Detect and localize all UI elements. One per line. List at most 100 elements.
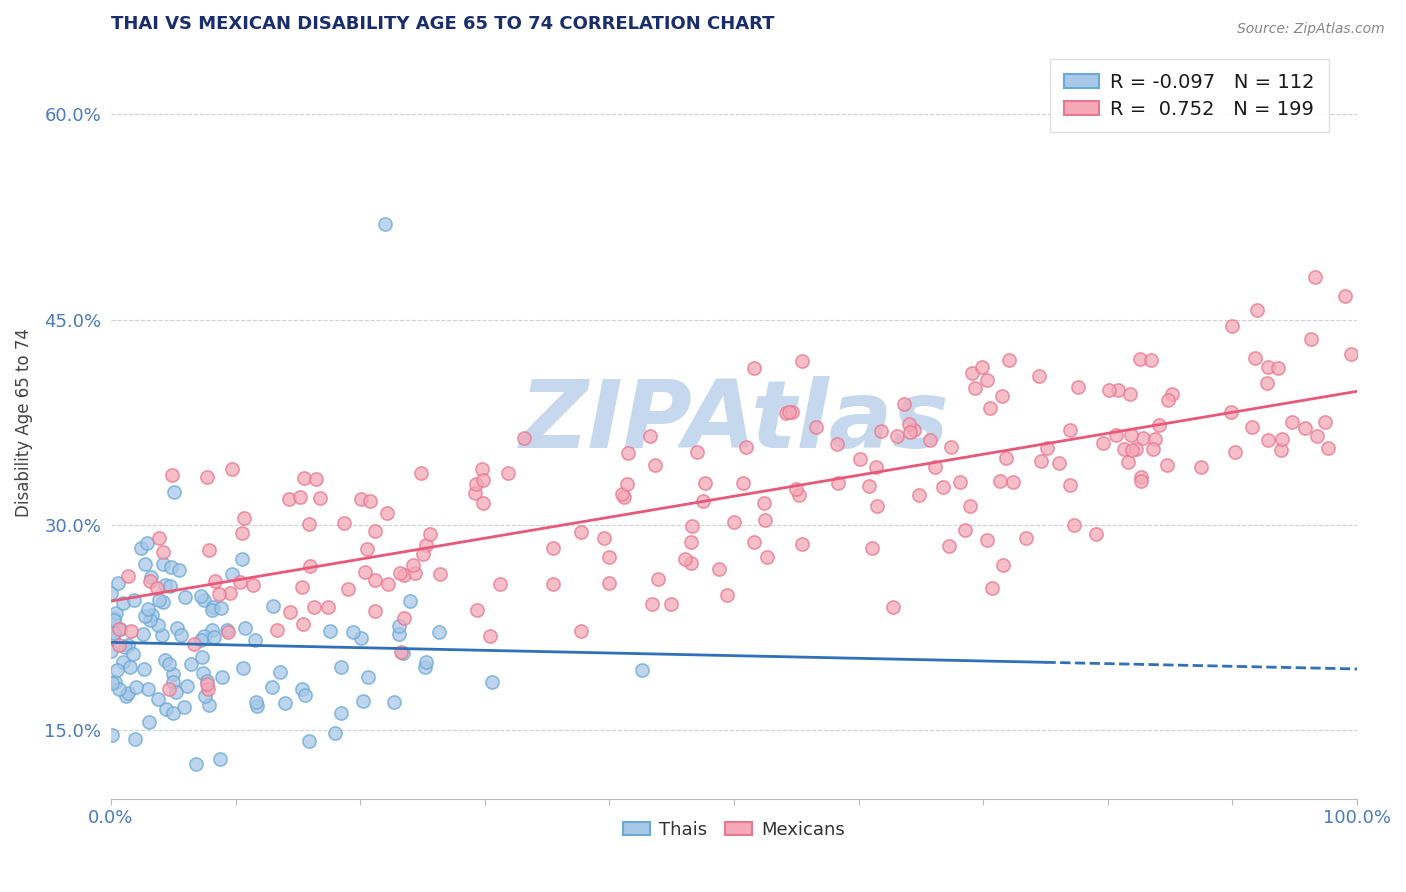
- Point: [202, 600, 225, 615]
- Point: [489, 577, 512, 591]
- Point: [1301, 332, 1323, 346]
- Point: [412, 547, 434, 561]
- Point: [997, 353, 1019, 368]
- Point: [208, 587, 231, 601]
- Point: [146, 617, 169, 632]
- Point: [262, 599, 284, 614]
- Point: [481, 675, 503, 690]
- Point: [195, 677, 218, 691]
- Point: [120, 660, 142, 674]
- Point: [616, 476, 638, 491]
- Point: [735, 440, 758, 454]
- Point: [152, 557, 174, 571]
- Point: [176, 679, 198, 693]
- Point: [291, 682, 314, 697]
- Point: [291, 617, 314, 632]
- Point: [350, 491, 373, 506]
- Point: [415, 538, 437, 552]
- Point: [231, 552, 253, 566]
- Point: [731, 476, 754, 491]
- Point: [541, 577, 564, 591]
- Point: [191, 665, 214, 680]
- Point: [193, 593, 215, 607]
- Point: [298, 733, 321, 747]
- Point: [114, 689, 136, 703]
- Point: [882, 600, 904, 615]
- Point: [1084, 527, 1107, 541]
- Point: [139, 613, 162, 627]
- Point: [1256, 376, 1278, 390]
- Point: [388, 566, 411, 580]
- Point: [193, 628, 215, 642]
- Point: [1097, 383, 1119, 397]
- Point: [125, 680, 148, 694]
- Point: [195, 470, 218, 484]
- Point: [965, 381, 987, 395]
- Point: [153, 653, 176, 667]
- Point: [681, 519, 703, 533]
- Point: [165, 684, 187, 698]
- Point: [316, 599, 339, 614]
- Point: [1107, 383, 1129, 397]
- Point: [245, 695, 267, 709]
- Point: [117, 638, 139, 652]
- Point: [167, 563, 190, 577]
- Point: [108, 622, 131, 636]
- Point: [201, 624, 224, 638]
- Point: [138, 715, 160, 730]
- Point: [243, 633, 266, 648]
- Point: [1223, 445, 1246, 459]
- Point: [465, 603, 488, 617]
- Point: [330, 660, 353, 674]
- Point: [100, 585, 122, 599]
- Point: [995, 450, 1018, 465]
- Point: [1257, 359, 1279, 374]
- Point: [970, 359, 993, 374]
- Point: [356, 542, 378, 557]
- Text: THAI VS MEXICAN DISABILITY AGE 65 TO 74 CORRELATION CHART: THAI VS MEXICAN DISABILITY AGE 65 TO 74 …: [111, 15, 775, 33]
- Point: [638, 429, 661, 443]
- Point: [1121, 428, 1143, 442]
- Point: [464, 486, 486, 500]
- Point: [124, 731, 146, 746]
- Point: [1313, 415, 1336, 429]
- Point: [392, 568, 415, 582]
- Point: [679, 556, 702, 570]
- Point: [1240, 420, 1263, 434]
- Point: [1281, 415, 1303, 429]
- Point: [932, 480, 955, 494]
- Point: [1156, 458, 1178, 472]
- Point: [389, 645, 412, 659]
- Point: [211, 670, 233, 684]
- Point: [1316, 441, 1339, 455]
- Point: [375, 506, 398, 520]
- Point: [744, 360, 766, 375]
- Point: [197, 682, 219, 697]
- Point: [631, 663, 654, 677]
- Point: [325, 725, 347, 739]
- Point: [498, 466, 520, 480]
- Point: [1270, 443, 1292, 458]
- Point: [513, 431, 536, 445]
- Point: [342, 624, 364, 639]
- Point: [145, 582, 167, 596]
- Point: [979, 401, 1001, 416]
- Point: [1143, 432, 1166, 446]
- Point: [103, 613, 125, 627]
- Point: [388, 619, 411, 633]
- Point: [598, 550, 620, 565]
- Point: [1047, 456, 1070, 470]
- Point: [790, 354, 813, 368]
- Point: [209, 751, 232, 765]
- Point: [162, 675, 184, 690]
- Point: [359, 494, 381, 508]
- Point: [163, 484, 186, 499]
- Point: [1160, 386, 1182, 401]
- Point: [827, 437, 849, 451]
- Point: [472, 473, 495, 487]
- Point: [429, 567, 451, 582]
- Point: [357, 670, 380, 684]
- Point: [1132, 431, 1154, 445]
- Point: [976, 533, 998, 547]
- Point: [471, 495, 494, 509]
